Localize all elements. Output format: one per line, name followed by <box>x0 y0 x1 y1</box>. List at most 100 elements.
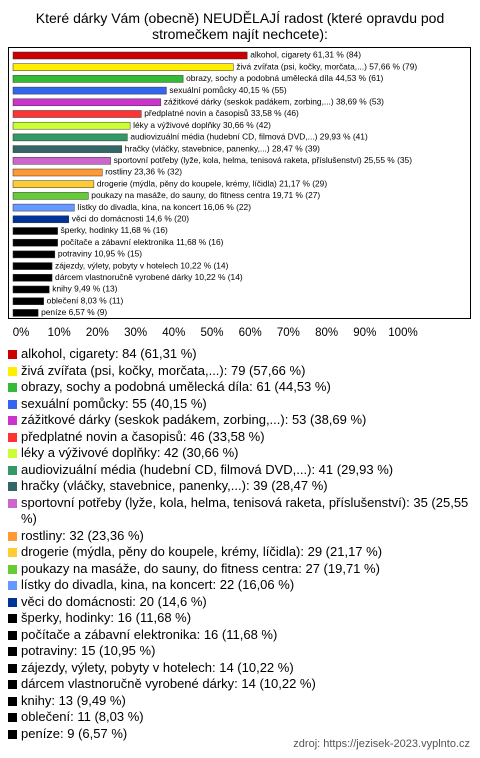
x-tick-label: 40% <box>162 327 185 339</box>
bar-label: drogerie (mýdla, pěny do koupele, krémy,… <box>97 178 327 188</box>
x-tick-label: 50% <box>200 327 223 339</box>
bar-label: živá zvířata (psi, kočky, morčata,...) 5… <box>236 61 417 71</box>
plot-frame <box>8 47 471 319</box>
legend-swatch <box>8 548 17 557</box>
legend-label: alkohol, cigarety: 84 (61,31 %) <box>21 346 197 361</box>
legend-item: knihy: 13 (9,49 %) <box>8 693 470 710</box>
legend-label: potraviny: 15 (10,95 %) <box>21 643 156 658</box>
legend-item: obrazy, sochy a podobná umělecká díla: 6… <box>8 379 470 396</box>
legend-label: knihy: 13 (9,49 %) <box>21 692 126 708</box>
x-tick-label: 80% <box>315 327 338 339</box>
legend-item: sportovní potřeby (lyže, kola, helma, te… <box>8 495 470 528</box>
x-tick-label: 100% <box>388 327 417 339</box>
x-tick-label: 30% <box>124 327 147 339</box>
bar <box>12 250 56 259</box>
bar-label: peníze 6,57 % (9) <box>41 307 107 317</box>
legend-swatch <box>8 663 17 673</box>
bar-label: předplatné novin a časopisů 33,58 % (46) <box>144 108 299 118</box>
legend-label: počítače a zábavní elektronika: 16 (11,6… <box>21 626 278 642</box>
bar-label: oblečení 8,03 % (11) <box>47 295 124 305</box>
legend-label: drogerie (mýdla, pěny do koupele, krémy,… <box>21 544 383 559</box>
x-tick-label: 90% <box>353 327 376 339</box>
bar <box>12 145 123 153</box>
legend-label: lístky do divadla, kina, na koncert: 22 … <box>21 577 295 592</box>
legend-item: počítače a zábavní elektronika: 16 (11,6… <box>8 627 470 644</box>
legend-item: peníze: 9 (6,57 %) <box>8 726 470 743</box>
bar-label: rostliny 23,36 % (32) <box>105 167 182 177</box>
bar <box>12 121 131 130</box>
legend-label: hračky (vláčky, stavebnice, panenky,...)… <box>21 478 328 493</box>
bar <box>12 285 50 294</box>
bar <box>12 168 103 177</box>
legend-item: alkohol, cigarety: 84 (61,31 %) <box>8 346 470 363</box>
bar <box>12 203 75 212</box>
bar <box>12 297 44 305</box>
x-tick-label: 0% <box>13 327 30 339</box>
bar <box>12 98 162 107</box>
legend-item: lístky do divadla, kina, na koncert: 22 … <box>8 577 470 594</box>
x-tick-label: 20% <box>86 327 109 339</box>
bar-label: audiovizuální média (hudební CD, filmová… <box>130 132 368 142</box>
bar <box>12 180 95 188</box>
legend-item: dárcem vlastnoručně vyrobené dárky: 14 (… <box>8 676 470 693</box>
legend-label: rostliny: 32 (23,36 %) <box>21 527 144 543</box>
chart: 0% 10% 20% 30% 40% 50% 60% 70% 80% 90% 100% alkohol… <box>8 47 471 339</box>
source: zdroj: https://jezisek-2023.vyplnto.cz <box>293 738 470 750</box>
legend-swatch <box>8 482 17 491</box>
legend-label: sportovní potřeby (lyže, kola, helma, te… <box>21 494 469 527</box>
legend-swatch <box>8 350 17 359</box>
bar <box>12 274 53 282</box>
bar-label: zájezdy, výlety, pobyty v hotelech 10,22… <box>55 260 229 270</box>
legend-swatch <box>8 696 17 706</box>
legend-item: věci do domácnosti: 20 (14,6 %) <box>8 594 470 611</box>
legend-swatch <box>8 416 17 425</box>
bar <box>12 157 111 165</box>
x-tick-label: 60% <box>239 327 262 339</box>
legend-swatch <box>8 564 17 574</box>
bar <box>12 227 58 235</box>
legend-label: zážitkové dárky (seskok padákem, zorbing… <box>21 412 367 427</box>
legend-item: šperky, hodinky: 16 (11,68 %) <box>8 610 470 627</box>
legend-swatch <box>8 680 17 689</box>
bar-label: hračky (vláčky, stavebnice, panenky,...)… <box>125 143 320 153</box>
legend-label: sexuální pomůcky: 55 (40,15 %) <box>21 395 207 411</box>
bar-label: sexuální pomůcky 40,15 % (55) <box>169 85 287 95</box>
chart-title: Které dárky Vám (obecně) NEUDĚLAJÍ rados… <box>35 10 445 42</box>
legend-item: oblečení: 11 (8,03 %) <box>8 709 470 726</box>
bar <box>12 63 234 71</box>
bar-label: alkohol, cigarety 61,31 % (84) <box>250 50 361 60</box>
legend-swatch <box>8 729 17 739</box>
legend-item: zážitkové dárky (seskok padákem, zorbing… <box>8 412 470 429</box>
legend-swatch <box>8 713 17 722</box>
legend-label: zájezdy, výlety, pobyty v hotelech: 14 (… <box>21 659 294 675</box>
bar-label: sportovní potřeby (lyže, kola, helma, te… <box>114 155 413 165</box>
legend-label: dárcem vlastnoručně vyrobené dárky: 14 (… <box>21 676 316 691</box>
legend-label: audiovizuální média (hudební CD, filmová… <box>21 461 394 477</box>
bar-label: poukazy na masáže, do sauny, do fitness … <box>91 190 320 200</box>
bar-label: obrazy, sochy a podobná umělecká díla 44… <box>186 73 383 83</box>
legend-item: potraviny: 15 (10,95 %) <box>8 643 470 660</box>
bar-label: věci do domácnosti 14,6 % (20) <box>72 214 190 224</box>
legend-swatch <box>8 399 17 409</box>
legend-label: obrazy, sochy a podobná umělecká díla: 6… <box>21 379 331 394</box>
legend-item: hračky (vláčky, stavebnice, panenky,...)… <box>8 478 470 495</box>
legend-label: předplatné novin a časopisů: 46 (33,58 %… <box>21 428 265 444</box>
bar <box>12 133 128 142</box>
legend-label: šperky, hodinky: 16 (11,68 %) <box>21 610 192 625</box>
legend-swatch <box>8 647 17 656</box>
bar <box>12 110 142 118</box>
legend-item: léky a výživové doplňky: 42 (30,66 %) <box>8 445 470 462</box>
x-tick-label: 70% <box>277 327 300 339</box>
bar <box>12 262 53 270</box>
bar <box>12 309 39 317</box>
bar <box>12 75 184 83</box>
legend: alkohol, cigarety: 84 (61,31 %) živá zvíř… <box>8 346 470 742</box>
legend-item: drogerie (mýdla, pěny do koupele, krémy,… <box>8 544 470 561</box>
bar <box>12 51 248 60</box>
bar-label: počítače a zábavní elektronika 11,68 % (… <box>61 237 224 247</box>
bar <box>12 86 167 95</box>
legend-label: oblečení: 11 (8,03 %) <box>21 709 144 724</box>
legend-item: zájezdy, výlety, pobyty v hotelech: 14 (… <box>8 660 470 677</box>
bar <box>12 215 70 224</box>
